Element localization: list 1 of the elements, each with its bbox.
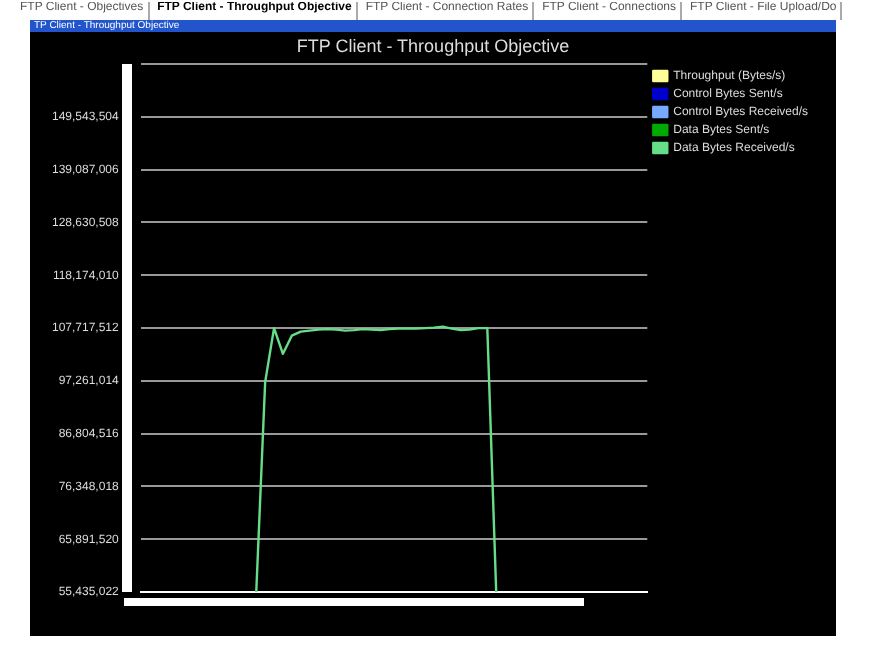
chart-title: FTP Client - Throughput Objective	[294, 34, 572, 60]
